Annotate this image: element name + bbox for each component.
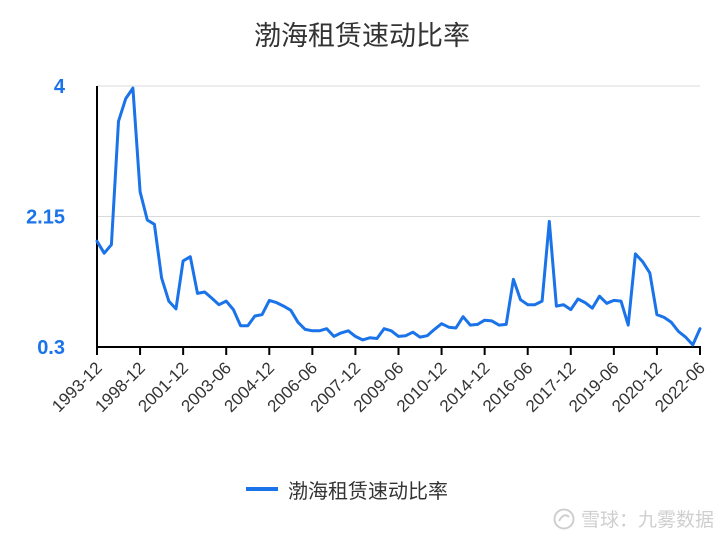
x-tick-labels: 1993-121998-122001-122003-062004-122006-… [48,358,709,416]
legend-swatch [246,487,278,491]
series-layer [95,86,702,347]
chart-title: 渤海租赁速动比率 [254,21,470,52]
watermark-text: 雪球：九雾数据 [580,509,714,531]
legend: 渤海租赁速动比率 [246,476,448,503]
y-tick-label: 2.15 [26,207,65,229]
y-tick-label: 4 [54,76,66,98]
series-line [95,86,702,347]
y-tick-labels: 0.3 2.15 4 [26,76,66,359]
legend-label: 渤海租赁速动比率 [288,478,448,503]
gridlines [97,85,700,217]
snowball-logo-icon [553,508,575,529]
y-tick-label: 0.3 [37,337,65,359]
watermark: 雪球：九雾数据 [553,505,714,532]
axes [96,86,701,355]
